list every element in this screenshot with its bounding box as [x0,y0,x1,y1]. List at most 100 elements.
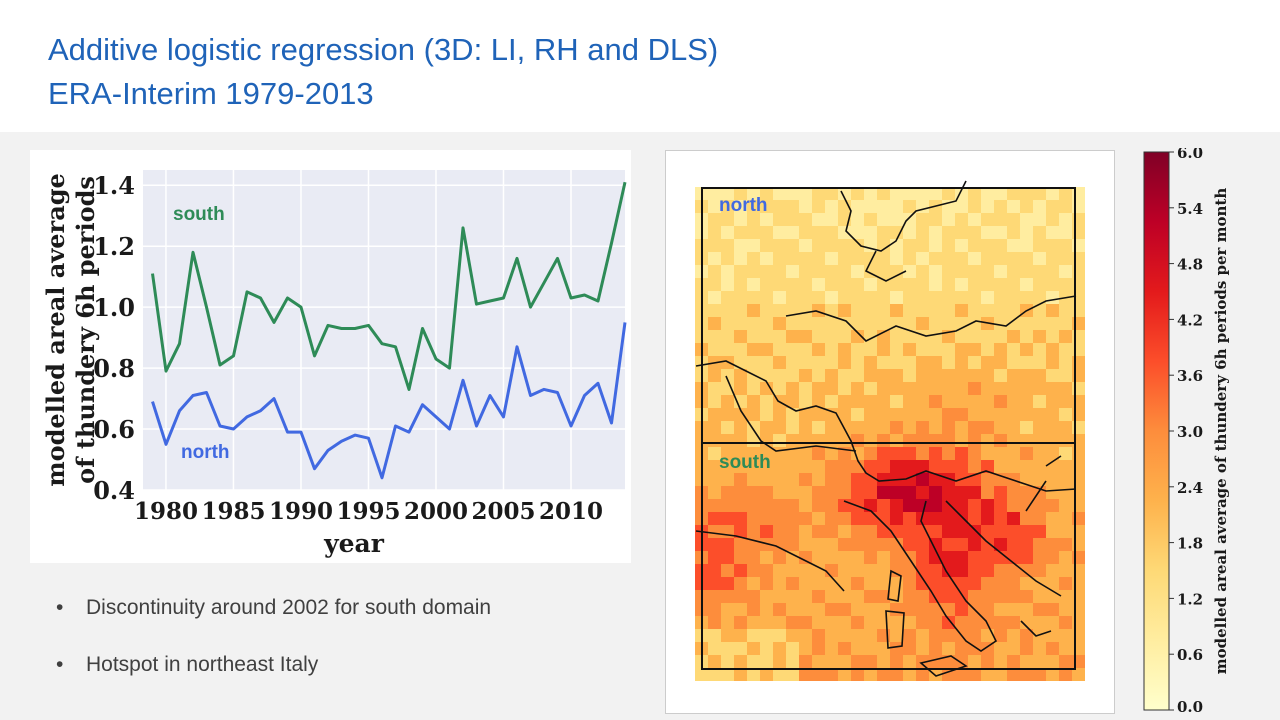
heatmap-cell [877,486,890,499]
heatmap-cell [994,343,1007,356]
heatmap-cell [955,421,968,434]
heatmap-cell [1046,356,1059,369]
heatmap-cell [955,356,968,369]
heatmap-cell [1007,239,1020,252]
heatmap-cell [786,447,799,460]
heatmap-cell [760,616,773,629]
heatmap-cell [942,551,955,564]
heatmap-cell [916,369,929,382]
heatmap-cell [708,616,721,629]
heatmap-cell [981,512,994,525]
heatmap-cell [1007,538,1020,551]
heatmap-cell [1033,447,1046,460]
heatmap-cell [1020,499,1033,512]
heatmap-cell [708,330,721,343]
heatmap-cell [1046,577,1059,590]
heatmap-cell [994,317,1007,330]
heatmap-cell [1007,434,1020,447]
heatmap-cell [903,642,916,655]
heatmap-cell [825,200,838,213]
heatmap-cell [929,330,942,343]
heatmap-cell [1020,421,1033,434]
heatmap-cell [851,265,864,278]
heatmap-cell [955,239,968,252]
heatmap-cell [903,408,916,421]
heatmap-cell [1007,382,1020,395]
heatmap-cell [1046,655,1059,668]
heatmap-cell [968,395,981,408]
heatmap-cell [1007,278,1020,291]
heatmap-cell [799,317,812,330]
heatmap-cell [916,343,929,356]
heatmap-cell [799,291,812,304]
heatmap-cell [1059,525,1072,538]
heatmap-cell [1059,434,1072,447]
heatmap-cell [812,382,825,395]
colorbar-tick-label: 1.2 [1177,590,1203,608]
heatmap-cell [825,239,838,252]
heatmap-cell [812,395,825,408]
heatmap-cell [773,538,786,551]
heatmap-cell [721,200,734,213]
heatmap-cell [708,395,721,408]
bullet-text: Hotspot in northeast Italy [86,653,319,676]
heatmap-cell [838,408,851,421]
border-line [695,360,1077,492]
heatmap-cell [916,473,929,486]
heatmap-cell [760,668,773,681]
heatmap-cell [942,356,955,369]
heatmap-cell [708,200,721,213]
heatmap-cell [773,369,786,382]
y-tick-label: 1.4 [93,171,135,200]
heatmap-cell [708,252,721,265]
heatmap-cell [1059,382,1072,395]
heatmap-cell [903,252,916,265]
heatmap-cell [1007,642,1020,655]
heatmap-cell [1059,356,1072,369]
heatmap-cell [903,187,916,200]
heatmap-cell [1033,642,1046,655]
heatmap-cell [968,460,981,473]
heatmap-cell [747,395,760,408]
heatmap-cell [760,629,773,642]
heatmap-cell [955,538,968,551]
heatmap-cell [1072,213,1085,226]
heatmap-cell [799,512,812,525]
y-axis-label-line2: of thundery 6h periods [71,176,100,484]
heatmap-cell [890,382,903,395]
heatmap-cell [1072,356,1085,369]
heatmap-cell [760,278,773,291]
heatmap-cell [747,330,760,343]
heatmap-cell [981,447,994,460]
heatmap-cell [968,551,981,564]
heatmap-cell [773,655,786,668]
heatmap-cell [890,421,903,434]
heatmap-cell [1072,395,1085,408]
heatmap-cell [760,408,773,421]
series-label-north: north [181,442,230,463]
heatmap-cell [799,239,812,252]
slide-title-line1: Additive logistic regression (3D: LI, RH… [48,32,719,67]
heatmap-cell [942,213,955,226]
heatmap-cell [877,265,890,278]
heatmap-cell [942,304,955,317]
heatmap-cell [773,356,786,369]
heatmap-cell [1033,603,1046,616]
heatmap-cell [864,421,877,434]
heatmap-cell [994,525,1007,538]
heatmap-cell [838,265,851,278]
heatmap-cell [773,421,786,434]
heatmap-cell [734,499,747,512]
heatmap-cell [903,603,916,616]
heatmap-cell [708,564,721,577]
heatmap-cell [1020,538,1033,551]
heatmap-cell [955,252,968,265]
heatmap-cell [890,304,903,317]
heatmap-cell [890,343,903,356]
heatmap-cell [1059,226,1072,239]
heatmap-cell [1059,603,1072,616]
heatmap-cell [929,525,942,538]
heatmap-cell [1007,512,1020,525]
heatmap-cell [968,317,981,330]
heatmap-cell [929,226,942,239]
